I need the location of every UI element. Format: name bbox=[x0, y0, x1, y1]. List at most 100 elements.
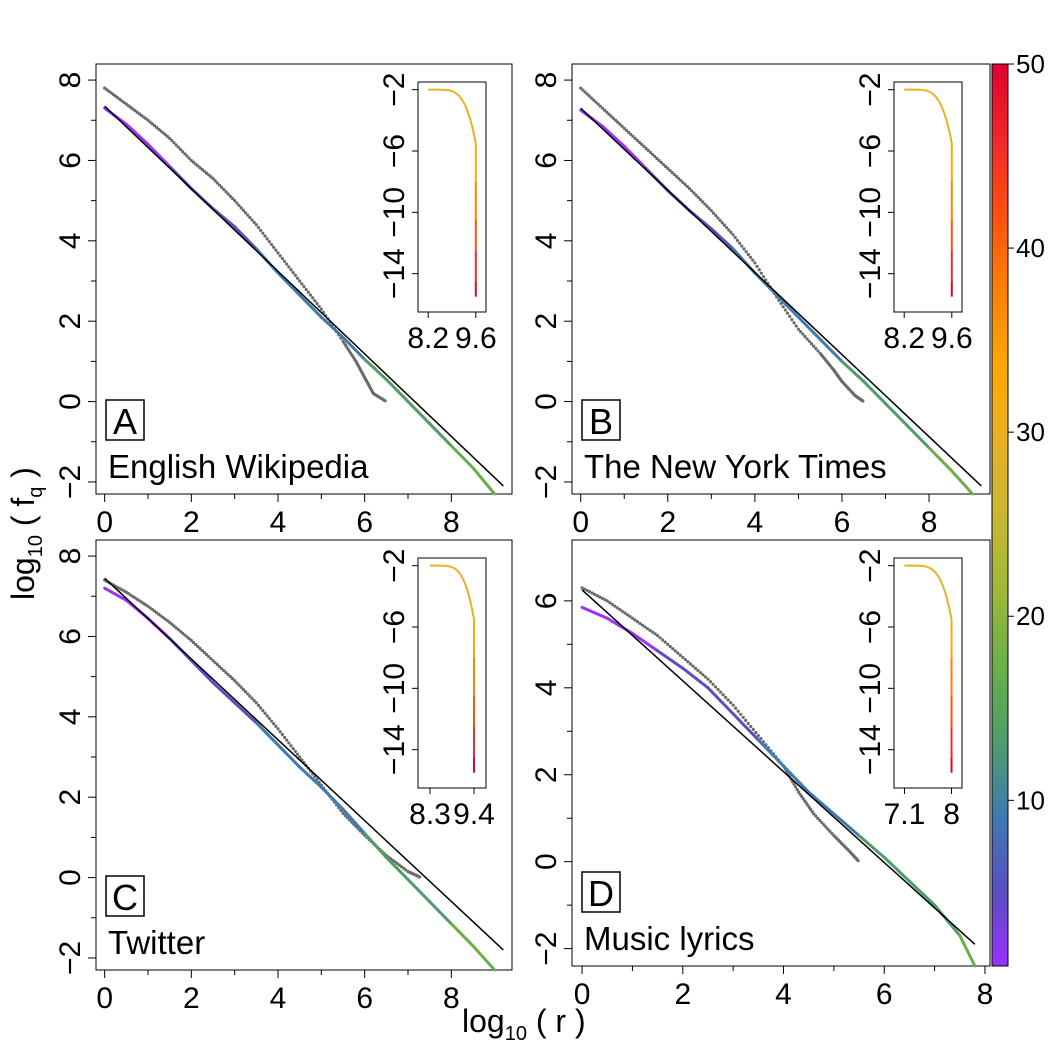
grey-point bbox=[282, 259, 287, 263]
y-tick-label: −2 bbox=[54, 465, 87, 499]
colored-segment bbox=[949, 468, 975, 496]
grey-point bbox=[671, 647, 675, 651]
x-tick-label: 4 bbox=[270, 982, 287, 1015]
grey-point bbox=[254, 701, 258, 705]
grey-point bbox=[809, 342, 814, 346]
grey-point bbox=[749, 724, 753, 729]
colored-segment bbox=[857, 834, 886, 859]
grey-point bbox=[629, 132, 633, 136]
colored-segment bbox=[428, 900, 453, 926]
grey-point bbox=[168, 136, 172, 140]
grey-point bbox=[693, 666, 697, 670]
inset-curve-segment bbox=[933, 94, 937, 98]
grey-point bbox=[181, 150, 185, 154]
inset-curve-segment bbox=[931, 92, 935, 96]
y-tick-label: 0 bbox=[530, 393, 563, 410]
grey-point bbox=[812, 812, 816, 816]
grey-point bbox=[220, 185, 224, 189]
grey-point bbox=[816, 816, 820, 820]
grey-point bbox=[287, 265, 291, 269]
inset-curve-segment bbox=[931, 568, 935, 572]
x-tick-label: 8 bbox=[443, 982, 460, 1015]
y-tick-label: 8 bbox=[54, 548, 87, 565]
grey-point bbox=[157, 127, 161, 131]
grey-point bbox=[280, 256, 284, 261]
colored-segment bbox=[807, 790, 836, 816]
grey-point bbox=[703, 202, 707, 206]
grey-point bbox=[748, 255, 753, 259]
panel-dataset-name: English Wikipedia bbox=[108, 448, 369, 485]
inset-frame bbox=[417, 81, 487, 313]
grey-point bbox=[798, 330, 803, 334]
grey-point bbox=[731, 233, 735, 237]
grey-point bbox=[267, 240, 271, 244]
grey-point bbox=[246, 213, 250, 217]
inset-curve-segment bbox=[946, 601, 950, 608]
colored-segment bbox=[782, 764, 811, 794]
grey-point bbox=[183, 633, 187, 637]
grey-point bbox=[618, 607, 622, 612]
grey-point bbox=[276, 727, 280, 731]
y-tick-label: 2 bbox=[54, 313, 87, 330]
grey-point bbox=[239, 206, 243, 210]
grey-point bbox=[790, 317, 794, 322]
colored-segment bbox=[233, 701, 258, 725]
grey-point bbox=[635, 138, 639, 142]
grey-point bbox=[261, 231, 265, 235]
panel-letter: A bbox=[113, 401, 137, 442]
y-tick-label: 0 bbox=[530, 853, 563, 870]
grey-point bbox=[648, 628, 652, 633]
grey-point bbox=[194, 642, 198, 647]
inset-curve-segment bbox=[470, 606, 474, 614]
inset-curve-segment bbox=[452, 566, 456, 570]
grey-point bbox=[582, 587, 587, 591]
grey-point bbox=[744, 718, 748, 722]
inset-curve-segment bbox=[469, 601, 473, 608]
inset-curve-segment bbox=[455, 568, 459, 572]
grey-point bbox=[237, 203, 241, 208]
grey-point bbox=[217, 183, 222, 187]
inset-curve-segment bbox=[470, 125, 475, 132]
x-axis-title: log10 ( r ) bbox=[462, 1003, 586, 1045]
inset-y-tick-label: −14 bbox=[378, 724, 411, 775]
grey-point bbox=[241, 208, 245, 212]
inset-curve-segment bbox=[461, 99, 465, 104]
grey-point bbox=[733, 236, 737, 240]
grey-point bbox=[729, 230, 733, 234]
grey-point bbox=[298, 279, 302, 283]
grey-point bbox=[696, 668, 700, 673]
grey-point bbox=[666, 642, 670, 646]
grey-point bbox=[196, 164, 200, 168]
grey-point bbox=[706, 677, 710, 681]
grey-point bbox=[826, 827, 830, 831]
colored-segment bbox=[449, 444, 475, 470]
grey-point bbox=[200, 648, 204, 653]
grey-point bbox=[194, 162, 198, 166]
grey-point bbox=[630, 616, 635, 620]
grey-point bbox=[196, 644, 200, 649]
grey-point bbox=[185, 635, 189, 639]
grey-point bbox=[600, 106, 605, 110]
y-tick-label: 6 bbox=[530, 152, 563, 169]
grey-point bbox=[620, 124, 624, 128]
panel-letter-box bbox=[105, 399, 145, 441]
grey-point bbox=[202, 650, 206, 655]
inset-curve-segment bbox=[949, 136, 953, 144]
grey-point bbox=[183, 152, 187, 156]
grey-point bbox=[640, 623, 645, 627]
grey-point bbox=[785, 311, 790, 315]
colored-segment bbox=[363, 831, 388, 859]
grey-point bbox=[705, 204, 709, 208]
colored-segment bbox=[298, 765, 323, 789]
inset-curve-segment bbox=[465, 108, 469, 113]
grey-point bbox=[224, 671, 228, 675]
x-tick-label: 8 bbox=[921, 506, 938, 539]
grey-point bbox=[267, 716, 271, 721]
y-tick-label: 0 bbox=[54, 869, 87, 886]
y-tick-label: 4 bbox=[530, 232, 563, 249]
grey-point bbox=[230, 677, 235, 681]
grey-point bbox=[673, 649, 677, 653]
grey-point bbox=[172, 141, 176, 145]
grey-point bbox=[756, 734, 760, 738]
inset-y-tick-label: −6 bbox=[378, 134, 411, 168]
